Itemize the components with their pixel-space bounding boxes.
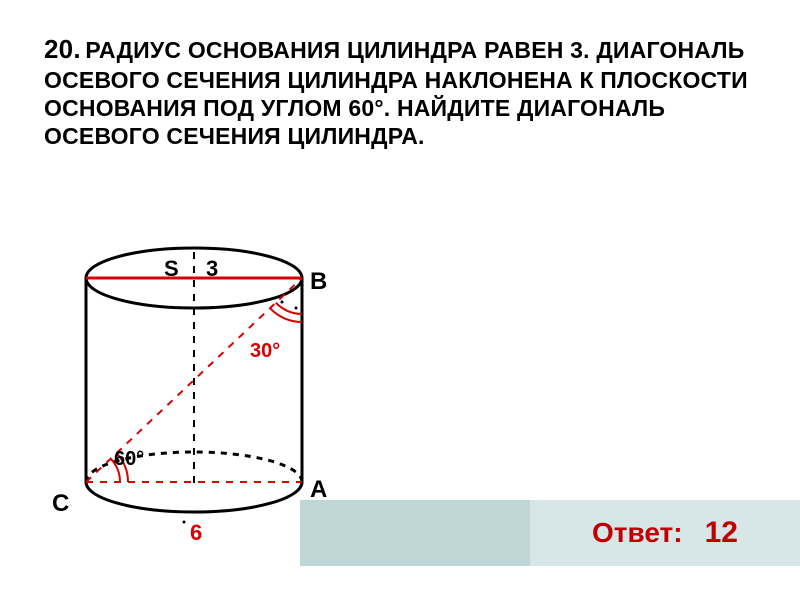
label-60: 60° [114, 448, 144, 471]
problem-number: 20. [44, 34, 81, 64]
label-B: B [310, 268, 327, 296]
label-S: S [164, 256, 179, 282]
label-30: 30° [250, 340, 280, 363]
cylinder-figure: S 3 B A C 6 60° 30° [34, 232, 354, 542]
cylinder-svg [34, 232, 354, 542]
problem-text: РАДИУС ОСНОВАНИЯ ЦИЛИНДРА РАВЕН 3. ДИАГО… [44, 37, 748, 149]
answer-label: Ответ: [592, 517, 683, 549]
slide: 20. РАДИУС ОСНОВАНИЯ ЦИЛИНДРА РАВЕН 3. Д… [0, 0, 800, 600]
answer-value: 12 [705, 516, 738, 550]
answer-box: Ответ: 12 [530, 500, 800, 566]
label-3: 3 [206, 256, 218, 282]
label-C: C [52, 490, 69, 518]
label-6: 6 [190, 520, 202, 546]
answer-bar: Ответ: 12 [300, 500, 800, 566]
problem-heading: 20. РАДИУС ОСНОВАНИЯ ЦИЛИНДРА РАВЕН 3. Д… [44, 34, 756, 150]
